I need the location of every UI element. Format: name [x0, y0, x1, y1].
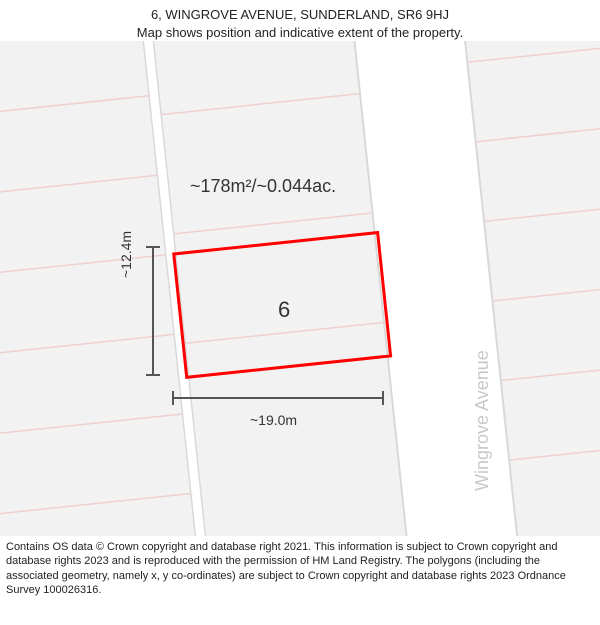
area-label: ~178m²/~0.044ac.: [190, 176, 336, 197]
dimension-height: [146, 246, 160, 376]
plot-number-label: 6: [278, 297, 290, 323]
dimension-height-label: ~12.4m: [118, 231, 134, 278]
dimension-width: [172, 391, 384, 405]
header: 6, WINGROVE AVENUE, SUNDERLAND, SR6 9HJ …: [0, 0, 600, 41]
dimension-width-label: ~19.0m: [250, 412, 297, 428]
property-map: [0, 41, 600, 536]
page-title: 6, WINGROVE AVENUE, SUNDERLAND, SR6 9HJ: [0, 6, 600, 24]
street-name-label: Wingrove Avenue: [472, 350, 493, 491]
map-container: ~178m²/~0.044ac. 6 Wingrove Avenue ~12.4…: [0, 41, 600, 536]
page-subtitle: Map shows position and indicative extent…: [0, 24, 600, 42]
footer-copyright: Contains OS data © Crown copyright and d…: [0, 536, 600, 603]
